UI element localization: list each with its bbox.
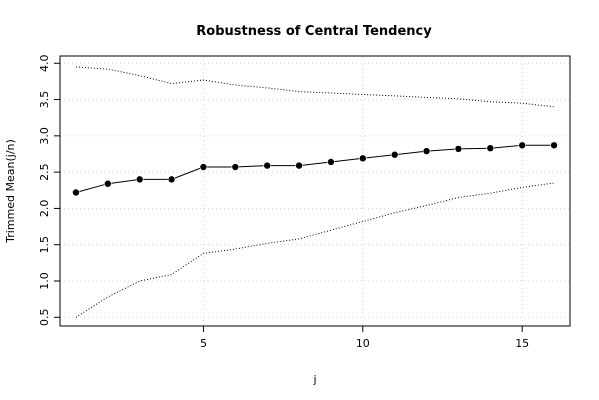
x-tick-label: 15 (515, 337, 529, 350)
trimmed-mean-point (327, 158, 335, 166)
y-tick-label: 1.5 (38, 236, 51, 254)
trimmed-mean-line (75, 144, 555, 193)
y-tick-label: 4.0 (38, 55, 51, 73)
trimmed-mean-point (423, 147, 430, 155)
x-axis: 5 10 15 (200, 326, 529, 350)
y-tick-label: 1.0 (38, 272, 51, 290)
trimmed-mean-point (295, 162, 303, 169)
trimmed-mean-point (550, 142, 558, 149)
y-axis: 0.5 1.0 1.5 2.0 2.5 3.0 3.5 4.0 (38, 55, 60, 327)
x-axis-label: j (312, 373, 316, 386)
trimmed-mean-point (232, 163, 239, 171)
upper-bound-line (75, 66, 555, 108)
y-tick-label: 3.0 (38, 127, 51, 145)
trimmed-mean-point (200, 163, 207, 171)
y-tick-label: 3.5 (38, 91, 51, 109)
trimmed-mean-point (487, 144, 494, 152)
y-tick-label: 0.5 (38, 309, 51, 327)
y-tick-label: 2.5 (38, 163, 51, 181)
x-tick-label: 5 (200, 337, 207, 350)
grid (60, 56, 570, 326)
plot-frame (59, 55, 571, 327)
series-layer (72, 66, 558, 318)
trimmed-mean-point (518, 142, 526, 149)
y-tick-label: 2.0 (38, 200, 51, 218)
lower-bound-line (75, 182, 555, 318)
trimmed-mean-point (104, 180, 112, 187)
trimmed-mean-point (455, 145, 462, 153)
y-axis-label: Trimmed Mean(j/n) (4, 139, 17, 244)
chart-title: Robustness of Central Tendency (196, 24, 432, 39)
trimmed-mean-point (391, 151, 398, 158)
trimmed-mean-point (72, 189, 80, 196)
trimmed-mean-point (136, 176, 143, 183)
trimmed-mean-point (168, 176, 175, 183)
trimmed-mean-point (263, 162, 271, 169)
trimmed-mean-point (359, 155, 367, 162)
x-tick-label: 10 (356, 337, 370, 350)
